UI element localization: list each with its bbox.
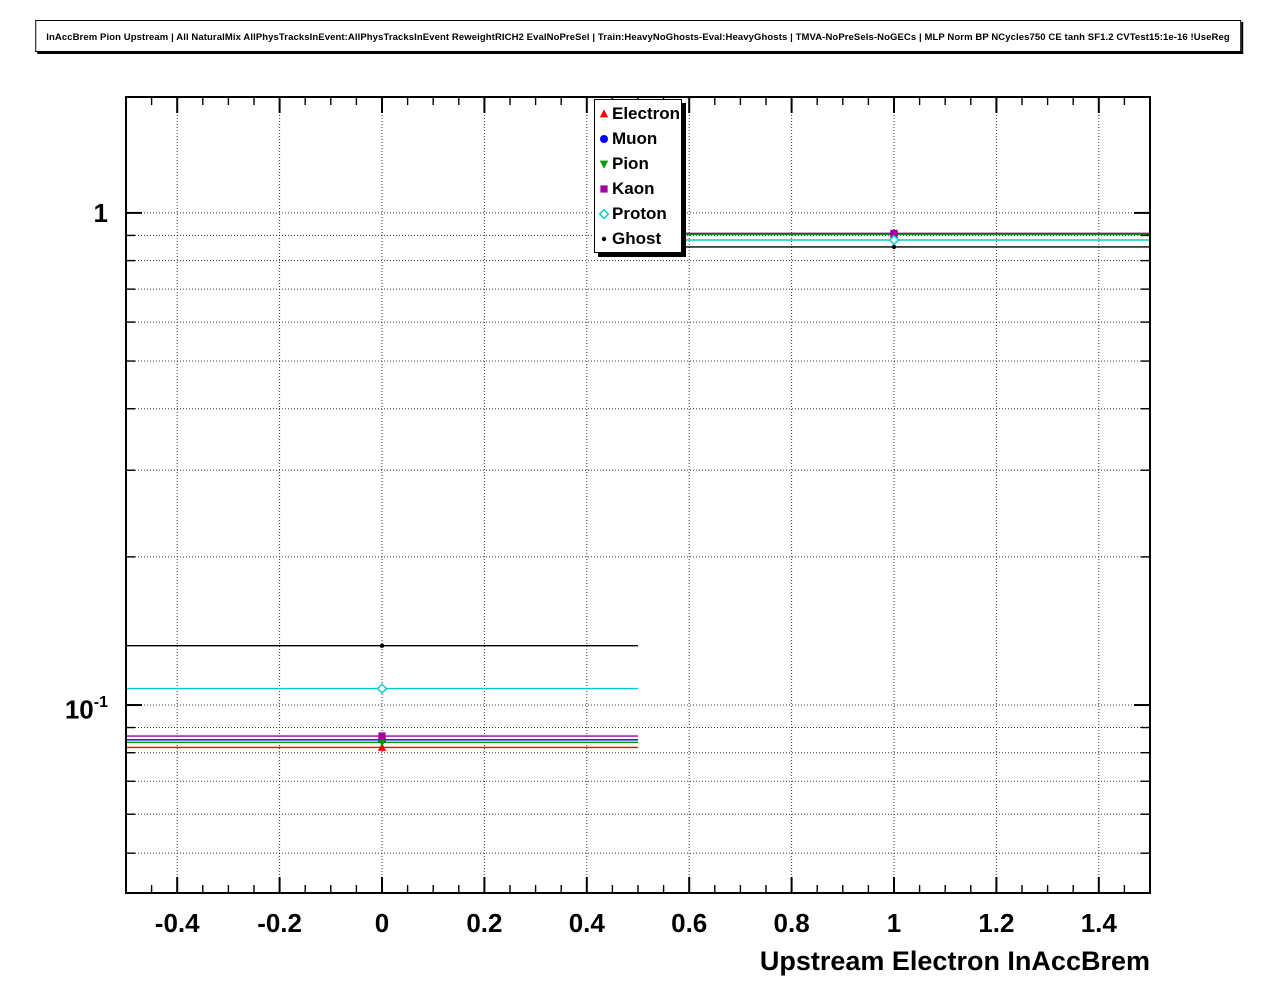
x-tick-label-1.2: 1.2 (978, 908, 1015, 938)
legend-entry-proton: Proton (597, 201, 681, 226)
y-axis-tick-label-0p1: 10-1 (20, 692, 108, 723)
legend-label: Proton (612, 203, 667, 223)
x-tick-label--0.4: -0.4 (154, 908, 200, 938)
ghost-marker (891, 244, 897, 250)
y-tick-1-text: 1 (93, 198, 108, 228)
x-axis-title: Upstream Electron InAccBrem (759, 946, 1150, 976)
dot-icon (601, 236, 607, 241)
x-tick-label-0.8: 0.8 (773, 908, 810, 938)
y-tick-01-exponent-text: -1 (93, 694, 108, 711)
legend-label: Kaon (612, 178, 655, 198)
triangle-up-icon (599, 108, 609, 117)
y-tick-01-base-text: 10 (64, 694, 94, 725)
x-tick-label--0.2: -0.2 (257, 908, 302, 938)
legend-entry-electron: Electron (597, 101, 681, 126)
y-axis-tick-label-1: 1 (20, 200, 108, 226)
legend-entry-ghost: Ghost (597, 226, 681, 251)
legend-entry-muon: Muon (597, 126, 681, 151)
proton-marker (888, 234, 900, 246)
x-tick-label-1: 1 (886, 908, 902, 938)
x-tick-label-0.6: 0.6 (671, 908, 708, 938)
legend-label: Pion (612, 153, 649, 173)
x-tick-label-0: 0 (374, 908, 390, 938)
legend-entry-kaon: Kaon (597, 176, 681, 201)
x-tick-label-0.4: 0.4 (568, 908, 605, 938)
title-pave: InAccBrem Pion Upstream | All NaturalMix… (35, 20, 1241, 52)
legend-entry-pion: Pion (597, 151, 681, 176)
plot-title: InAccBrem Pion Upstream | All NaturalMix… (46, 32, 1230, 43)
x-tick-label-1.4: 1.4 (1080, 908, 1117, 938)
diamond-icon (598, 208, 610, 219)
x-tick-label-0.2: 0.2 (466, 908, 503, 938)
square-icon (600, 184, 608, 193)
legend-label: Muon (612, 128, 658, 148)
pion-marker (377, 738, 387, 747)
legend-box: Electron Muon Pion Kaon Proton Ghost (594, 99, 682, 253)
proton-marker (376, 683, 388, 694)
triangle-down-icon (599, 160, 609, 169)
legend-label: Electron (612, 103, 681, 123)
circle-icon (600, 134, 608, 143)
kaon-marker (378, 732, 386, 740)
legend-label: Ghost (612, 228, 662, 248)
kaon-marker (890, 229, 898, 237)
ghost-marker (379, 643, 385, 648)
